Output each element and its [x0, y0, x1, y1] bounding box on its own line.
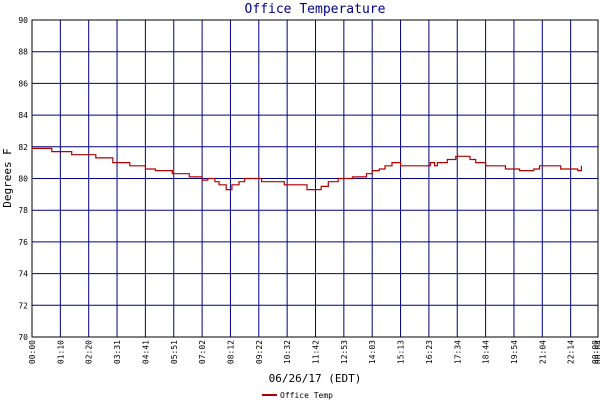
series-line-office-temp	[32, 147, 582, 191]
x-tick-label: 19:54	[510, 340, 519, 364]
x-tick-label: 16:23	[425, 340, 434, 364]
x-tick-label: 11:42	[312, 340, 321, 364]
y-tick-label: 70	[18, 333, 28, 342]
chart-title: Office Temperature	[245, 2, 386, 17]
y-tick-label: 80	[18, 175, 28, 184]
x-tick-label: 07:02	[198, 340, 207, 364]
x-tick-label: 22:14	[567, 340, 576, 364]
y-tick-label: 90	[18, 16, 28, 25]
x-tick-label: 21:04	[538, 340, 547, 364]
y-tick-label: 74	[18, 270, 28, 279]
x-tick-label: 15:13	[397, 340, 406, 364]
x-tick-label: 01:10	[56, 340, 65, 364]
y-tick-label: 84	[18, 111, 28, 120]
plot-area-border	[31, 19, 599, 338]
y-tick-label: 86	[18, 79, 28, 88]
x-tick-label: 14:03	[368, 340, 377, 364]
y-tick-label: 82	[18, 143, 28, 152]
x-tick-label: 00:04	[594, 340, 600, 364]
y-axis-ticks: 70 72 74 76 78 80 82 84 86 88 90	[18, 16, 28, 342]
y-tick-label: 88	[18, 48, 28, 57]
x-tick-label: 12:53	[340, 340, 349, 364]
y-tick-label: 78	[18, 206, 28, 215]
x-tick-label: 08:12	[226, 340, 235, 364]
legend-label: Office Temp	[280, 391, 333, 400]
y-tick-label: 76	[18, 238, 28, 247]
y-tick-label: 72	[18, 301, 28, 310]
grid-lines	[32, 19, 598, 338]
x-tick-label: 00:00	[28, 340, 37, 364]
x-tick-label: 17:34	[453, 340, 462, 364]
x-tick-label: 02:20	[85, 340, 94, 364]
x-axis-label: 06/26/17 (EDT)	[269, 372, 362, 385]
x-axis-ticks: 00:00 01:10 02:20 03:31 04:41 05:51 07:02 08:12…	[28, 340, 600, 364]
x-tick-label: 09:22	[255, 340, 264, 364]
x-tick-label: 00:00	[591, 340, 600, 364]
legend: Office Temp	[262, 391, 333, 400]
x-tick-label: 10:32	[283, 340, 292, 364]
x-tick-label: 04:41	[141, 340, 150, 364]
x-tick-label: 03:31	[113, 340, 122, 364]
x-tick-label: 05:51	[170, 340, 179, 364]
y-axis-label: Degrees F	[1, 148, 14, 208]
x-tick-label: 18:44	[482, 340, 491, 364]
